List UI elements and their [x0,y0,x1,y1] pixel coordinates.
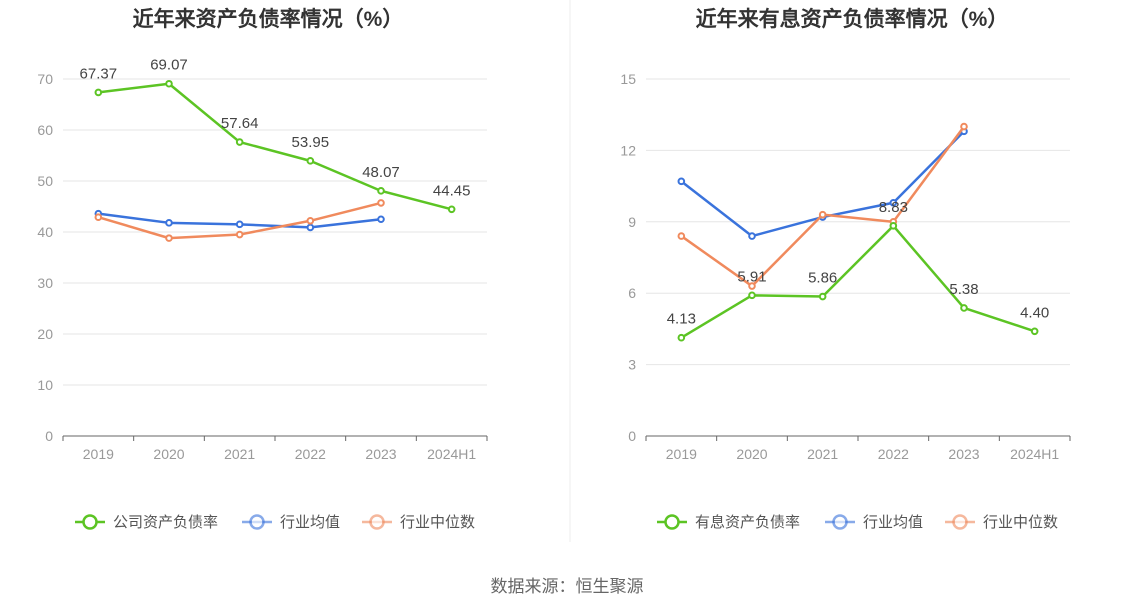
legend-marker [82,514,98,530]
chart-interest-debt-ratio: 近年来有息资产负债率情况（%） 0 3 6 9 12 15 2019 2020 2021 2022 2… [620,7,1071,531]
y-tick-label: 40 [37,224,53,240]
legend-marker [369,514,385,530]
y-tick-label: 20 [37,326,53,342]
data-point [818,292,827,301]
x-tick-label: 2024H1 [427,446,476,462]
data-point [306,216,315,225]
data-point [748,282,756,290]
data-point [94,88,103,97]
data-point [677,333,686,342]
data-label: 48.07 [362,164,400,181]
data-point [677,177,686,186]
data-label: 4.40 [1020,304,1049,321]
legend-label: 行业中位数 [400,514,475,531]
data-label: 67.37 [80,65,118,82]
data-label: 5.38 [949,281,978,298]
chart-debt-ratio: 近年来资产负债率情况（%） 0 10 20 30 40 50 60 70 2019 2020 2021… [37,7,488,531]
data-point [889,222,898,230]
data-point [677,232,686,240]
legend-label: 有息资产负债率 [695,514,800,531]
x-tick-label: 2020 [153,446,184,462]
legend-marker [832,514,848,530]
y-tick-label: 10 [37,377,53,393]
data-point [377,187,385,195]
legend-item: 行业均值 [825,514,923,531]
x-tick-label: 2020 [736,446,767,462]
data-point [748,232,756,240]
legend-item: 有息资产负债率 [657,514,800,531]
data-source: 数据来源：恒生聚源 [491,577,644,596]
x-tick-label: 2021 [807,446,838,462]
data-point [748,291,756,300]
y-tick-label: 60 [37,122,53,138]
chart-title: 近年来有息资产负债率情况（%） [696,7,1009,31]
y-tick-label: 30 [37,275,53,291]
data-point [960,122,968,131]
data-point [1030,327,1039,336]
legend-label: 行业中位数 [983,514,1058,531]
data-point [165,219,173,227]
data-point [235,138,244,146]
data-point [165,234,173,242]
data-point [377,215,385,224]
legend-item: 行业中位数 [945,514,1058,531]
chart-title: 近年来资产负债率情况（%） [133,7,404,31]
x-tick-label: 2019 [666,446,697,462]
data-label: 57.64 [221,115,259,132]
data-point [235,220,244,229]
data-label: 5.86 [808,270,837,287]
y-tick-label: 3 [628,357,636,373]
x-tick-label: 2019 [83,446,114,462]
legend-marker [664,514,680,530]
x-tick-label: 2022 [295,446,326,462]
x-tick-label: 2024H1 [1010,446,1059,462]
data-point [960,304,968,312]
data-label: 8.83 [879,199,908,216]
data-point [94,213,103,222]
data-label: 4.13 [667,311,696,328]
data-label: 69.07 [150,57,188,74]
y-tick-label: 0 [628,428,636,444]
data-point [447,205,456,214]
data-point [165,79,173,88]
legend-item: 行业中位数 [362,514,475,531]
x-tick-label: 2022 [878,446,909,462]
legend-label: 行业均值 [863,514,923,531]
y-tick-label: 70 [37,71,53,87]
data-label: 53.95 [292,134,330,151]
legend-label: 公司资产负债率 [113,514,218,531]
series-line [98,82,452,211]
y-tick-label: 12 [620,142,636,158]
legend-marker [952,514,968,530]
data-point [235,230,244,239]
y-tick-label: 0 [45,428,53,444]
y-tick-label: 15 [620,71,636,87]
x-tick-label: 2021 [224,446,255,462]
data-point [306,223,315,232]
data-point [377,199,385,207]
data-point [306,157,315,165]
y-tick-label: 9 [628,214,636,230]
legend-label: 行业均值 [280,514,340,531]
data-point [818,210,827,219]
y-tick-label: 6 [628,285,636,301]
legend-item: 公司资产负债率 [75,514,218,531]
series-line [680,224,1036,339]
data-point [889,198,898,207]
data-label: 44.45 [433,182,471,199]
x-tick-label: 2023 [948,446,979,462]
legend-marker [249,514,265,530]
y-tick-label: 50 [37,173,53,189]
legend-item: 行业均值 [242,514,340,531]
x-tick-label: 2023 [365,446,396,462]
data-label: 5.91 [737,268,766,285]
